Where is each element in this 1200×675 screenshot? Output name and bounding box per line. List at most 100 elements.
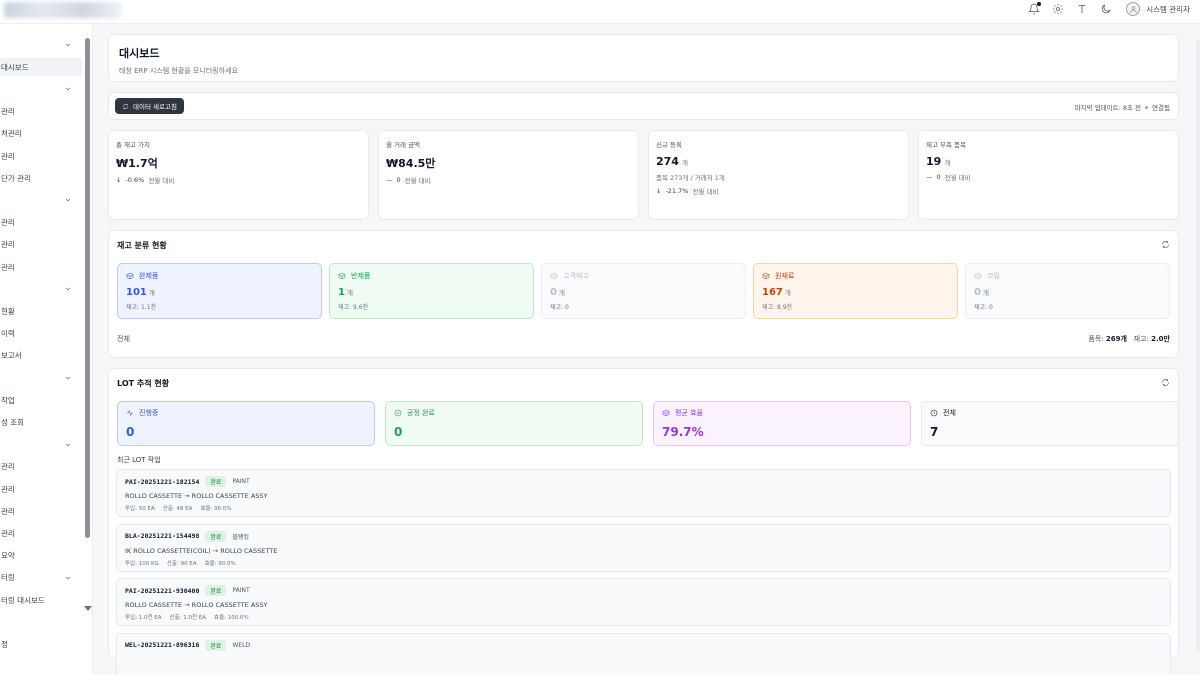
sidebar-item-label: 관리: [1, 462, 15, 472]
sidebar-item[interactable]: 관리: [0, 524, 82, 542]
sidebar-scrollbar[interactable]: [85, 38, 90, 538]
sidebar-item-label: 관리: [1, 528, 15, 538]
sidebar-item[interactable]: 관리: [0, 214, 82, 232]
sidebar-item[interactable]: 관리: [0, 103, 82, 121]
sidebar-item[interactable]: 관리: [0, 258, 82, 276]
sidebar-item-label: 처관리: [1, 129, 22, 139]
sidebar-item[interactable]: 관리: [0, 458, 82, 476]
sidebar-item-label: 관리: [1, 107, 15, 117]
box-icon: [762, 272, 770, 280]
sidebar-item[interactable]: 관리: [0, 480, 82, 498]
arrow-down-icon: ↓: [116, 176, 122, 184]
sidebar-group-header[interactable]: [0, 191, 82, 209]
lot-job-header: WEL-20251221-896316 완료 WELD: [125, 639, 1162, 651]
last-update-status: 마지막 업데이트: 8초 전 연결됨: [1075, 102, 1170, 112]
sidebar-item[interactable]: 관리: [0, 147, 82, 165]
lot-stat-header: 전체: [930, 408, 1170, 418]
sidebar-item-label: 관리: [1, 240, 15, 250]
sidebar-item[interactable]: 작업: [0, 391, 82, 409]
stat-label: 월 거래 금액: [386, 141, 421, 149]
stat-change: — 0 전월 대비: [926, 173, 971, 182]
refresh-icon[interactable]: [1161, 240, 1170, 249]
user-name: 시스템 관리자: [1146, 4, 1190, 14]
chevron-down-icon: [64, 441, 72, 449]
inventory-category-tile[interactable]: 고객재고 0 개 재고: 0: [541, 263, 746, 319]
sidebar-item[interactable]: 대시보드: [0, 58, 82, 77]
category-header: 반제품: [338, 271, 525, 281]
lot-job-item[interactable]: WEL-20251221-896316 완료 WELD: [116, 632, 1171, 675]
inventory-filter-all[interactable]: 전체: [117, 335, 130, 343]
sidebar-group-header[interactable]: [0, 613, 82, 631]
stat-value: ₩84.5만: [386, 157, 436, 170]
sidebar-item[interactable]: 현황: [0, 302, 82, 320]
inventory-category-tile[interactable]: 반제품 1 개 재고: 9.6천: [329, 263, 534, 319]
sidebar-item[interactable]: 단가 관리: [0, 169, 82, 187]
lot-stat-tile: 공정 완료 0: [385, 401, 643, 446]
page-scrollbar[interactable]: [1196, 40, 1200, 650]
sidebar-item[interactable]: 이력: [0, 325, 82, 343]
lot-stat-label: 평균 효율: [675, 409, 703, 417]
process-type: PAINT: [232, 478, 250, 485]
inventory-category-tile[interactable]: 완제품 101 개 재고: 1.1천: [117, 263, 322, 319]
lot-job-metrics: 투입: 50 EA 산출: 48 EA 효율: 96.0%: [125, 504, 1162, 512]
sidebar: 대시보드 관리 처관리 관리 단가 관리 관리 관리 관리 현황 이력 보고서 작업 성 조회 관리 관리 관…: [0, 24, 93, 675]
sidebar-group-header[interactable]: [0, 36, 82, 54]
lot-efficiency: 효율: 90.0%: [204, 560, 236, 567]
sidebar-item[interactable]: 정: [0, 635, 82, 653]
refresh-icon: [122, 103, 129, 109]
moon-icon[interactable]: [1100, 3, 1112, 15]
sidebar-item[interactable]: 관리: [0, 236, 82, 254]
sidebar-item[interactable]: 관리: [0, 502, 82, 520]
sidebar-item[interactable]: 요약: [0, 547, 82, 565]
lot-stat-label: 공정 완료: [407, 409, 435, 417]
process-type: PAINT: [232, 587, 250, 594]
app-logo[interactable]: [4, 2, 122, 18]
category-stock: 재고: 0: [974, 304, 993, 311]
inventory-classification-section: 재고 분류 현황 완제품 101 개 재고: 1.1천 반제품 1 개 재고: 9.6천 고객재…: [108, 230, 1179, 358]
chevron-down-icon: [64, 196, 72, 204]
sidebar-item[interactable]: 보고서: [0, 347, 82, 365]
sidebar-group-header[interactable]: [0, 80, 82, 98]
sidebar-item[interactable]: 터링 대시보드: [0, 591, 82, 609]
sidebar-item[interactable]: 터링: [0, 569, 82, 587]
lot-code: PAI-20251221-182154: [125, 477, 200, 486]
refresh-icon[interactable]: [1161, 378, 1170, 387]
sidebar-item-label: 관리: [1, 484, 15, 494]
category-label: 고객재고: [563, 272, 589, 280]
sidebar-item-label: 관리: [1, 262, 15, 272]
lot-job-item[interactable]: BLA-20251221-154498 완료 블랭킹 IK ROLLO CASSETT…: [116, 523, 1171, 572]
refresh-data-label: 데이터 새로고침: [133, 103, 177, 111]
section-title: LOT 추적 현황: [117, 379, 170, 388]
inventory-category-tile[interactable]: 원재료 167 개 재고: 8.9천: [753, 263, 958, 319]
stat-change: ↓ -0.6% 전월 대비: [116, 176, 175, 185]
clock-icon: [930, 409, 938, 417]
chevron-down-icon: [64, 85, 72, 93]
box-icon: [974, 272, 982, 280]
page-title: 대시보드: [119, 47, 160, 60]
lot-job-item[interactable]: PAI-20251221-182154 완료 PAINT ROLLO CASSETTE…: [116, 469, 1171, 517]
inventory-category-tile[interactable]: 코일 0 개 재고: 0: [965, 263, 1170, 319]
lot-stat-label: 진행중: [139, 409, 159, 417]
lot-input: 투입: 100 KG: [125, 560, 159, 567]
lot-job-metrics: 투입: 1.0천 EA 산출: 1.0천 EA 효율: 100.0%: [125, 613, 1162, 621]
sidebar-item[interactable]: 처관리: [0, 125, 82, 143]
chevron-down-icon: [64, 374, 72, 382]
text-size-icon[interactable]: [1076, 3, 1088, 15]
sidebar-item[interactable]: 성 조회: [0, 413, 82, 431]
sidebar-group-header[interactable]: [0, 280, 82, 298]
sidebar-group-header[interactable]: [0, 436, 82, 454]
refresh-data-button[interactable]: 데이터 새로고침: [115, 98, 184, 114]
sidebar-group-header[interactable]: [0, 369, 82, 387]
bell-icon[interactable]: [1028, 2, 1042, 15]
top-bar: 시스템 관리자: [0, 0, 1200, 24]
lot-job-item[interactable]: PAI-20251221-930400 완료 PAINT ROLLO CASSETTE…: [116, 578, 1171, 626]
category-count: 167 개: [762, 287, 791, 298]
dash-icon: —: [926, 173, 933, 181]
gear-icon[interactable]: [1052, 3, 1064, 15]
sidebar-scroll-down-arrow[interactable]: [84, 606, 92, 611]
status-badge: 완료: [205, 585, 227, 596]
category-label: 완제품: [139, 272, 159, 280]
user-menu[interactable]: 시스템 관리자: [1126, 2, 1190, 16]
